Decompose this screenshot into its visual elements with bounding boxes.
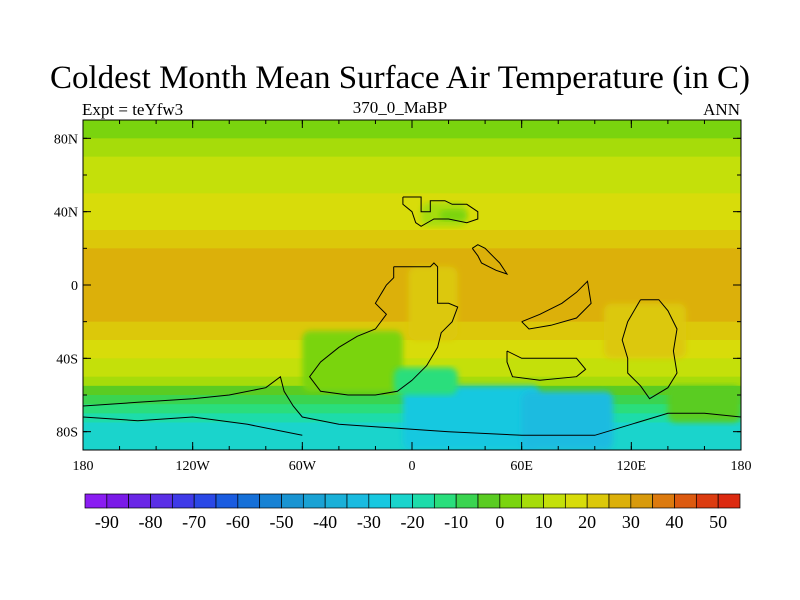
coastline bbox=[521, 280, 592, 330]
colorbar-label: -20 bbox=[401, 512, 425, 532]
y-tick-label: 40N bbox=[54, 206, 78, 221]
colorbar-label: 0 bbox=[495, 512, 504, 532]
coastline bbox=[308, 262, 459, 396]
temperature-patch bbox=[521, 391, 614, 450]
temperature-patch bbox=[302, 330, 403, 392]
colorbar-swatch bbox=[586, 493, 610, 509]
colorbar-label: 40 bbox=[666, 512, 684, 532]
temperature-band bbox=[83, 211, 741, 231]
colorbar-label: 20 bbox=[578, 512, 596, 532]
colorbar-label: -60 bbox=[226, 512, 250, 532]
temperature-patch bbox=[603, 303, 687, 359]
colorbar-swatch bbox=[193, 493, 217, 509]
colorbar-swatch bbox=[259, 493, 282, 509]
colorbar-swatch bbox=[128, 493, 151, 509]
colorbar-label: 10 bbox=[535, 512, 553, 532]
colorbar-swatch bbox=[455, 493, 479, 509]
colorbar-label: -10 bbox=[444, 512, 468, 532]
x-tick-label: 180 bbox=[73, 459, 94, 474]
colorbar-label: 50 bbox=[709, 512, 727, 532]
colorbar-swatch bbox=[281, 493, 304, 509]
colorbar-swatch bbox=[150, 493, 173, 509]
colorbar-label: -30 bbox=[357, 512, 381, 532]
colorbar-swatch bbox=[695, 493, 719, 509]
temperature-band bbox=[83, 156, 741, 176]
colorbar-swatch bbox=[106, 493, 130, 509]
temperature-band bbox=[83, 340, 741, 359]
coastline bbox=[83, 416, 303, 436]
colorbar-label: -80 bbox=[139, 512, 163, 532]
temperature-band bbox=[83, 138, 741, 158]
colorbar-swatch bbox=[237, 493, 261, 509]
colorbar-swatch bbox=[412, 493, 435, 509]
colorbar-label: 30 bbox=[622, 512, 640, 532]
colorbar-swatch bbox=[324, 493, 348, 509]
colorbar-swatch bbox=[171, 493, 195, 509]
time-period-label: 370_0_MaBP bbox=[352, 98, 448, 117]
coastline bbox=[506, 350, 587, 381]
temperature-band bbox=[83, 193, 741, 213]
colorbar-swatch bbox=[608, 493, 632, 509]
coastline bbox=[621, 299, 678, 400]
x-tick-label: 120E bbox=[617, 459, 647, 474]
temperature-band bbox=[83, 230, 741, 249]
temperature-band bbox=[83, 120, 741, 139]
colorbar-swatch bbox=[717, 493, 741, 509]
coastline bbox=[83, 375, 741, 450]
season-label: ANN bbox=[703, 100, 740, 119]
chart-title: Coldest Month Mean Surface Air Temperatu… bbox=[50, 60, 750, 96]
colorbar: -90 -80 -70 -60 -50 -40 -30 -20 -10 0 10 20 30 40 50 bbox=[84, 493, 741, 532]
temperature-patch bbox=[393, 367, 458, 395]
temperature-patch bbox=[667, 385, 741, 423]
temperature-patch bbox=[439, 209, 467, 221]
x-tick-label: 0 bbox=[409, 459, 416, 474]
colorbar-swatch bbox=[215, 493, 239, 509]
y-tick-label: 80N bbox=[54, 132, 78, 147]
colorbar-label: -90 bbox=[95, 512, 119, 532]
experiment-label: Expt = teYfw3 bbox=[82, 100, 184, 119]
colorbar-swatch bbox=[521, 493, 544, 509]
colorbar-swatch bbox=[390, 493, 413, 509]
colorbar-swatch bbox=[564, 493, 588, 509]
temperature-band bbox=[83, 175, 741, 194]
colorbar-swatch bbox=[499, 493, 523, 509]
colorbar-swatch bbox=[543, 493, 566, 509]
colorbar-swatch bbox=[302, 493, 326, 509]
x-tick-label: 60E bbox=[510, 459, 533, 474]
colorbar-label: -50 bbox=[270, 512, 294, 532]
y-tick-label: 80S bbox=[56, 426, 78, 441]
colorbar-label: -70 bbox=[182, 512, 206, 532]
colorbar-swatch bbox=[652, 493, 675, 509]
colorbar-swatch bbox=[433, 493, 457, 509]
coastline bbox=[471, 244, 509, 275]
colorbar-label: -40 bbox=[313, 512, 337, 532]
y-tick-label: 40S bbox=[56, 352, 78, 367]
colorbar-swatch bbox=[674, 493, 697, 509]
temperature-field bbox=[83, 120, 741, 450]
x-tick-label: 120W bbox=[176, 459, 211, 474]
temperature-patch bbox=[408, 266, 458, 340]
colorbar-swatch bbox=[84, 493, 108, 509]
x-tick-label: 180 bbox=[731, 459, 752, 474]
temperature-patch bbox=[402, 385, 540, 450]
colorbar-swatch bbox=[477, 493, 501, 509]
axis-ticks: 180 120W 60W 0 60E 120E 180 80N 40N 0 40S 80S bbox=[54, 120, 752, 474]
coastline bbox=[402, 196, 479, 227]
colorbar-swatch bbox=[368, 493, 392, 509]
continent-outlines bbox=[83, 196, 741, 450]
colorbar-swatch bbox=[630, 493, 654, 509]
x-tick-label: 60W bbox=[289, 459, 317, 474]
colorbar-swatch bbox=[346, 493, 370, 509]
y-tick-label: 0 bbox=[71, 279, 78, 294]
temperature-band bbox=[83, 248, 741, 268]
